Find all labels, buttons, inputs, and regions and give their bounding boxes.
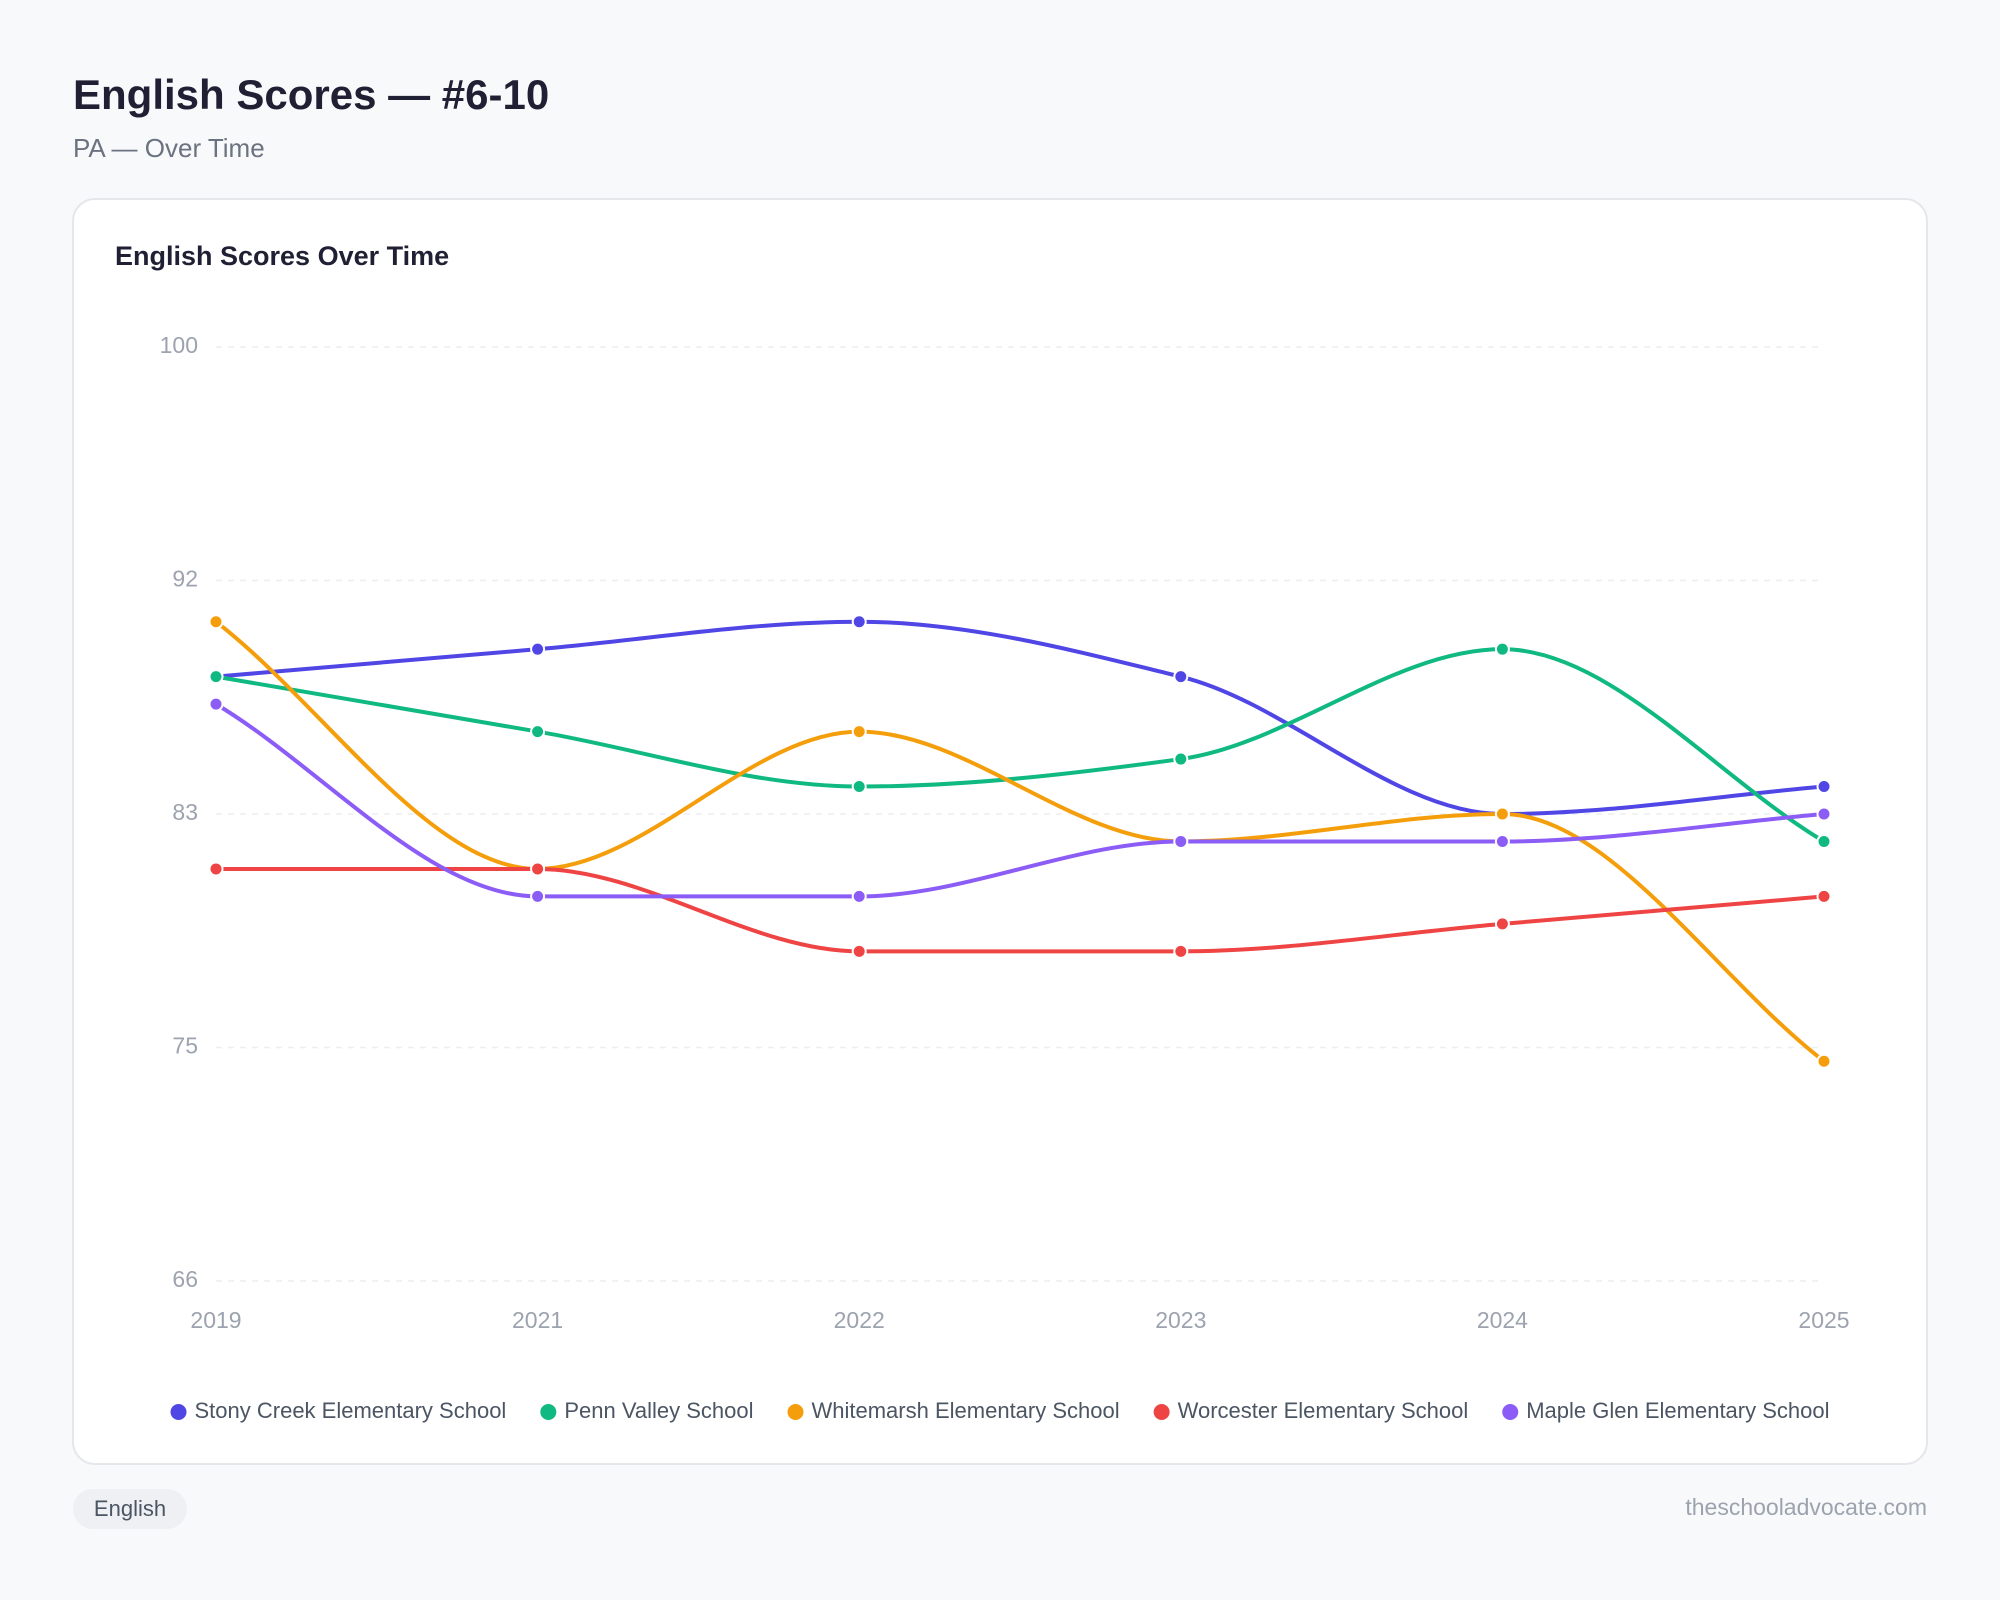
data-point: [1173, 943, 1189, 959]
x-tick-label: 2021: [512, 1307, 563, 1333]
site: theschooladvocate.com: [1685, 1494, 1927, 1520]
data-point: [851, 943, 867, 959]
data-point: [208, 614, 224, 630]
y-tick-label: 75: [172, 1033, 198, 1059]
series-line: [215, 647, 1826, 844]
x-tick-label: 2025: [1798, 1307, 1849, 1333]
legend-marker: [787, 1404, 804, 1420]
x-tick-label: 2024: [1477, 1307, 1528, 1333]
chart-title: English Scores Over Time: [115, 241, 449, 271]
legend-label: Stony Creek Elementary School: [195, 1398, 507, 1423]
data-point: [1173, 833, 1189, 849]
data-point: [1816, 806, 1832, 822]
data-point: [1494, 806, 1510, 822]
legend-label: Worcester Elementary School: [1178, 1398, 1469, 1423]
legend-label: Maple Glen Elementary School: [1526, 1398, 1829, 1423]
data-point: [208, 669, 224, 685]
data-point: [530, 641, 546, 657]
legend-marker: [170, 1404, 187, 1420]
data-point: [1494, 916, 1510, 932]
x-tick-label: 2023: [1155, 1307, 1206, 1333]
data-point: [1494, 833, 1510, 849]
tag-pill: [73, 1489, 187, 1529]
page-title: English Scores — #6-10: [73, 71, 549, 118]
data-point: [1816, 888, 1832, 904]
legend-marker: [1153, 1404, 1170, 1420]
card: [72, 198, 1928, 1465]
x-tick-label: 2022: [834, 1307, 885, 1333]
data-point: [1816, 779, 1832, 795]
data-point: [1816, 1053, 1832, 1069]
series-line: [214, 702, 1825, 899]
y-tick-label: 100: [160, 332, 198, 358]
legend-label: Penn Valley School: [564, 1398, 753, 1423]
tag: English: [94, 1496, 166, 1521]
legend: Stony Creek Elementary School Penn Valley…: [170, 1398, 1830, 1423]
data-point: [851, 724, 867, 740]
data-point: [1173, 751, 1189, 767]
data-point: [208, 861, 224, 877]
data-point: [530, 861, 546, 877]
data-point: [1816, 833, 1832, 849]
legend-marker: [540, 1404, 557, 1420]
series-line: [216, 866, 1825, 954]
data-point: [208, 696, 224, 712]
page-subtitle: PA — Over Time: [73, 133, 265, 163]
data-point: [851, 888, 867, 904]
series-line: [214, 620, 1826, 1063]
y-tick-label: 92: [172, 566, 198, 592]
legend-label: Whitemarsh Elementary School: [812, 1398, 1120, 1423]
y-tick-label: 66: [172, 1266, 198, 1292]
data-point: [851, 779, 867, 795]
x-tick-label: 2019: [190, 1307, 241, 1333]
data-point: [851, 614, 867, 630]
series-line: [215, 619, 1825, 817]
data-point: [530, 724, 546, 740]
data-point: [1173, 669, 1189, 685]
data-point: [1494, 641, 1510, 657]
y-tick-label: 83: [172, 799, 198, 825]
data-point: [530, 888, 546, 904]
legend-marker: [1502, 1404, 1519, 1420]
